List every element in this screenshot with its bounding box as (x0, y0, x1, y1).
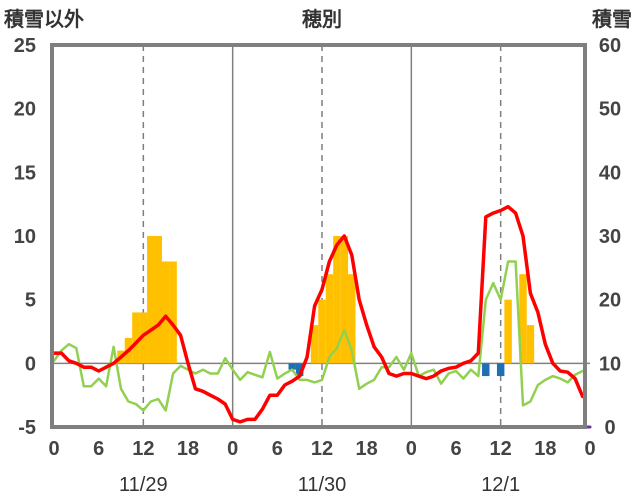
hour-tick-label: 0 (227, 438, 238, 460)
date-label: 11/30 (298, 474, 347, 496)
precip-bar-8 (288, 363, 296, 370)
precip-bar-18 (504, 299, 512, 364)
station-title: 穂別 (302, 7, 342, 31)
precipitation-bars (117, 236, 535, 377)
precip-bar-7 (169, 261, 177, 364)
precip-bar-10 (310, 325, 319, 364)
precip-bar-3 (139, 312, 148, 364)
precip-bar-15 (348, 274, 356, 364)
precip-bar-14 (340, 236, 349, 364)
x-axis-date-labels: 11/29 11/30 12/1 (119, 474, 520, 496)
x-axis-hour-ticks: 0 6 12 18 0 6 12 18 0 6 12 18 0 (48, 438, 595, 460)
right-axis-ticks: 60 50 40 30 20 10 0 (599, 35, 621, 439)
left-tick-label: 15 (14, 162, 36, 184)
precip-bar-4 (147, 236, 155, 364)
grid-lines (54, 45, 590, 427)
left-tick-label: 25 (14, 35, 36, 57)
left-tick-label: 0 (25, 353, 36, 375)
hour-tick-label: 6 (272, 438, 283, 460)
hour-tick-label: 6 (450, 438, 461, 460)
date-label: 12/1 (481, 474, 520, 496)
hour-tick-label: 12 (490, 438, 512, 460)
precip-bar-17 (496, 363, 505, 377)
right-tick-label: 20 (599, 290, 621, 312)
precip-bar-12 (325, 274, 334, 364)
precip-bar-13 (333, 236, 341, 364)
left-tick-label: -5 (18, 417, 36, 439)
precip-bar-11 (318, 299, 326, 364)
right-tick-label: 10 (599, 353, 621, 375)
left-tick-label: 20 (14, 99, 36, 121)
right-tick-label: 60 (599, 35, 621, 57)
hour-tick-label: 18 (534, 438, 556, 460)
right-tick-label: 40 (599, 162, 621, 184)
right-tick-label: 0 (604, 417, 615, 439)
precip-bar-19 (519, 274, 527, 364)
left-axis-header: 積雪以外 (4, 7, 84, 31)
hour-tick-label: 0 (406, 438, 417, 460)
plot-frame (50, 43, 587, 429)
right-axis-header: 積雪 (592, 7, 632, 31)
date-label: 11/29 (119, 474, 168, 496)
precip-bar-16 (482, 363, 490, 377)
wind-line (52, 260, 584, 412)
hour-tick-label: 18 (177, 438, 199, 460)
left-tick-label: 10 (14, 226, 36, 248)
hour-tick-label: 0 (584, 438, 595, 460)
precip-bar-2 (132, 312, 140, 364)
hour-tick-label: 6 (93, 438, 104, 460)
hour-tick-label: 18 (356, 438, 378, 460)
left-tick-label: 5 (25, 290, 36, 312)
precip-bar-9 (295, 363, 304, 377)
precip-bar-5 (154, 236, 162, 364)
hour-tick-label: 12 (311, 438, 333, 460)
precip-bar-6 (161, 261, 170, 364)
left-axis-ticks: 25 20 15 10 5 0 -5 (14, 35, 36, 439)
hour-tick-label: 12 (132, 438, 154, 460)
right-tick-label: 30 (599, 226, 621, 248)
right-tick-label: 50 (599, 99, 621, 121)
temperature-line (52, 204, 585, 424)
hour-tick-label: 0 (48, 438, 59, 460)
precip-bar-20 (526, 325, 535, 364)
